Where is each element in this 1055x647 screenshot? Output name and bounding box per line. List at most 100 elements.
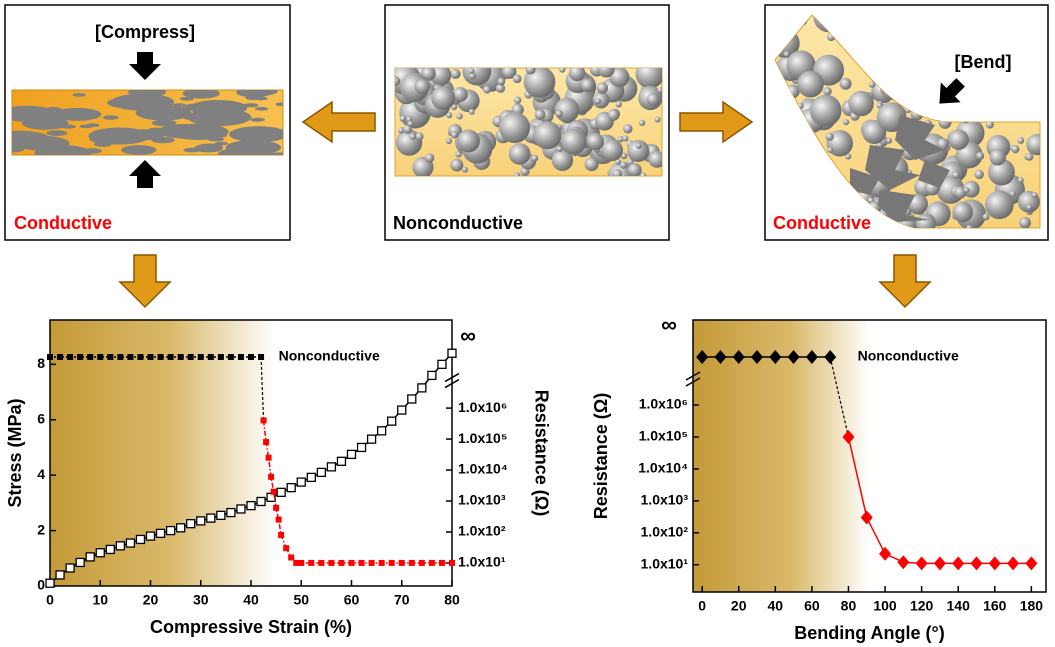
pore <box>236 90 272 98</box>
pore <box>254 96 268 101</box>
y-tick-label: 1.0x10² <box>458 523 506 539</box>
marker <box>316 467 327 478</box>
cluster <box>850 168 880 195</box>
marker <box>306 472 316 483</box>
marker <box>216 510 226 520</box>
marker <box>175 523 186 533</box>
pore <box>954 186 967 199</box>
marker <box>248 354 254 360</box>
pore <box>461 166 468 173</box>
pore <box>635 142 642 149</box>
y-tick-label: 1.0x10⁴ <box>638 460 688 476</box>
pore <box>952 171 960 179</box>
x-tick-label: 80 <box>841 598 857 614</box>
marker <box>388 559 395 566</box>
x-tick-label: 40 <box>243 592 259 608</box>
marker <box>356 442 367 453</box>
marker <box>408 559 415 566</box>
marker <box>376 426 387 436</box>
marker <box>115 541 125 551</box>
pore <box>456 113 463 120</box>
pore <box>172 103 186 107</box>
pore <box>848 90 874 117</box>
pore <box>985 120 994 129</box>
pore <box>157 124 211 139</box>
marker <box>769 350 782 364</box>
marker <box>157 354 164 360</box>
y2-axis-title: Resistance (Ω) <box>531 390 551 516</box>
y-tick-label: 1.0x10⁵ <box>458 430 507 446</box>
pore <box>612 169 623 176</box>
marker <box>85 552 95 562</box>
marker <box>346 449 357 460</box>
marker <box>915 556 928 571</box>
marker <box>206 513 216 523</box>
marker <box>952 556 965 571</box>
pore <box>985 190 1014 220</box>
pore <box>483 85 491 94</box>
marker <box>860 510 873 525</box>
pore <box>200 106 216 111</box>
marker <box>270 488 277 495</box>
marker <box>368 559 375 566</box>
pore <box>214 141 229 146</box>
pore <box>445 137 453 144</box>
pore <box>501 68 517 79</box>
pore <box>827 146 834 153</box>
marker <box>787 350 800 364</box>
marker <box>338 559 345 566</box>
marker <box>217 354 224 360</box>
pore <box>508 143 531 165</box>
pore <box>183 115 199 120</box>
infinity-label: ∞ <box>460 323 476 348</box>
pore <box>592 91 610 109</box>
pore <box>89 133 132 145</box>
marker <box>273 504 280 511</box>
pore <box>457 129 480 153</box>
flow-arrows <box>118 100 932 309</box>
cluster <box>878 190 930 222</box>
pore <box>399 115 407 122</box>
marker <box>283 545 290 552</box>
x-tick-label: 0 <box>46 592 54 608</box>
pore <box>615 101 622 108</box>
marker <box>428 559 435 566</box>
pore <box>229 126 283 143</box>
pore <box>648 150 662 168</box>
x-tick-label: 100 <box>873 598 897 614</box>
pore <box>121 145 157 155</box>
marker <box>95 548 105 558</box>
contact-clusters <box>850 115 950 222</box>
marker <box>186 519 196 529</box>
arrow <box>939 78 965 104</box>
marker <box>326 462 337 472</box>
pore <box>431 86 456 110</box>
pore <box>982 213 990 221</box>
arrow <box>129 52 161 80</box>
x-tick-label: 180 <box>1020 598 1044 614</box>
pore <box>534 109 546 120</box>
marker <box>145 531 156 541</box>
x-tick-label: 20 <box>731 598 747 614</box>
pore <box>425 153 435 163</box>
pore <box>468 72 477 80</box>
pore <box>270 152 283 155</box>
x-tick-label: 50 <box>293 592 309 608</box>
pore <box>559 68 566 73</box>
marker <box>127 354 134 360</box>
pore <box>525 68 536 75</box>
marker <box>256 496 266 507</box>
marker <box>196 516 206 526</box>
marker <box>155 528 166 539</box>
marker <box>397 405 407 415</box>
marker <box>348 559 355 566</box>
x-tick-label: 70 <box>394 592 410 608</box>
pore <box>607 109 620 121</box>
pore <box>151 136 175 144</box>
pore <box>446 112 453 119</box>
panel-state: Nonconductive <box>393 213 523 233</box>
pore <box>635 68 662 89</box>
pore <box>213 133 228 138</box>
pore <box>102 115 119 120</box>
y-tick-label: 2 <box>37 521 45 537</box>
